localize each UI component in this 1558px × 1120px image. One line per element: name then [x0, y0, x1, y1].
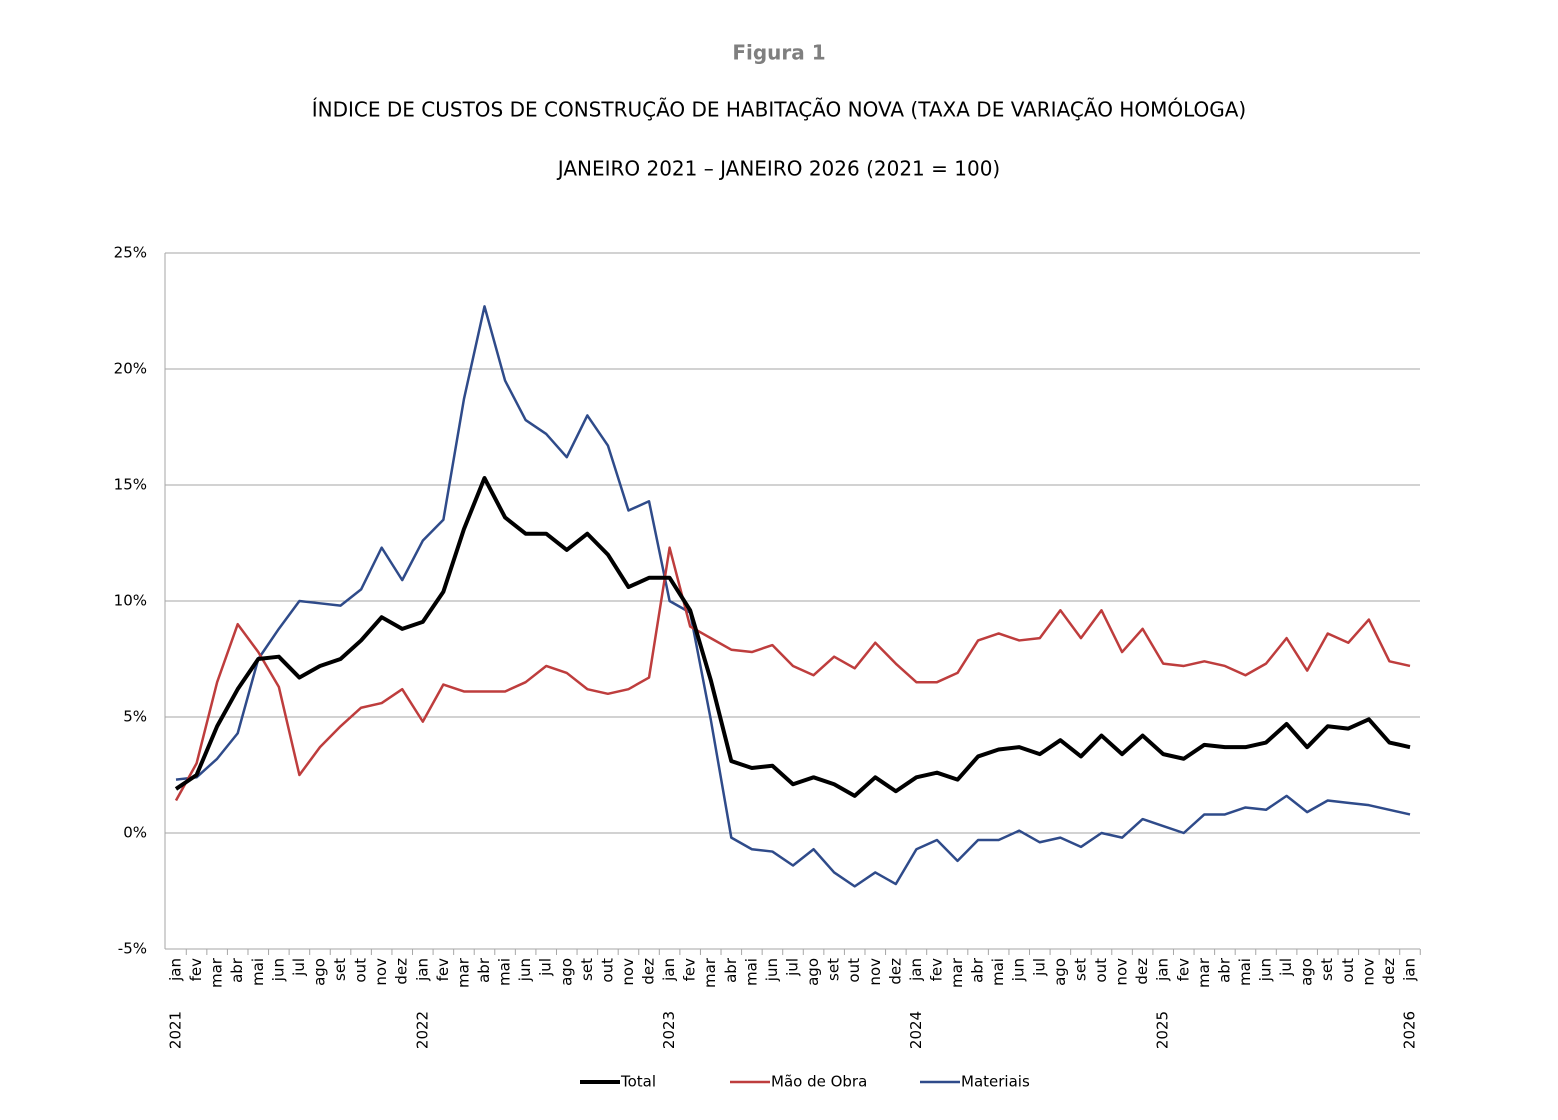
x-tick-label: nov [372, 958, 390, 986]
x-tick-label: dez [1133, 958, 1151, 985]
x-tick-label: out [845, 958, 863, 983]
x-tick-label: jun [1257, 958, 1275, 982]
x-tick-label: jan [413, 958, 431, 982]
x-tick-label: mar [948, 957, 966, 988]
x-tick-label: ago [1051, 958, 1069, 986]
year-label: 2023 [660, 1011, 678, 1049]
x-tick-label: out [1339, 958, 1357, 983]
x-tick-label: ago [310, 958, 328, 986]
x-tick-label: jan [907, 958, 925, 982]
x-tick-label: jun [1010, 958, 1028, 982]
y-tick-label: 25% [114, 244, 147, 262]
line-series [174, 476, 1411, 798]
legend-label: Total [620, 1073, 656, 1091]
year-label: 2025 [1154, 1011, 1172, 1049]
x-tick-label: jul [290, 958, 308, 977]
x-tick-label: dez [1380, 958, 1398, 985]
x-tick-label: out [1092, 958, 1110, 983]
x-tick-label: jul [537, 958, 555, 977]
x-tick-label: jul [1277, 958, 1295, 977]
year-label: 2026 [1401, 1011, 1419, 1049]
x-tick-label: jan [1154, 958, 1172, 982]
x-tick-label: set [825, 958, 843, 981]
x-tick-label: abr [969, 957, 987, 983]
x-tick-label: abr [1215, 957, 1233, 983]
x-tick-label: dez [886, 958, 904, 985]
figure-label: Figura 1 [732, 41, 825, 65]
x-tick-label: fev [1174, 958, 1192, 982]
x-tick-label: jun [516, 958, 534, 982]
y-tick-label: 0% [123, 824, 147, 842]
x-tick-label: set [578, 958, 596, 981]
x-tick-label: nov [619, 958, 637, 986]
x-tick-label: abr [475, 957, 493, 983]
x-tick-label: mar [208, 957, 226, 988]
x-tick-label: out [352, 958, 370, 983]
x-tick-label: mai [496, 958, 514, 986]
x-tick-label: abr [722, 957, 740, 983]
x-tick-label: jan [660, 958, 678, 982]
line-series [175, 305, 1411, 888]
x-tick-label: jun [763, 958, 781, 982]
x-tick-label: ago [557, 958, 575, 986]
x-tick-label: set [331, 958, 349, 981]
x-tick-label: set [1071, 958, 1089, 981]
x-tick-label: fev [927, 958, 945, 982]
x-tick-label: dez [640, 958, 658, 985]
x-tick-label: mar [454, 957, 472, 988]
y-tick-label: 20% [114, 360, 147, 378]
x-tick-label: abr [228, 957, 246, 983]
x-tick-label: jul [1030, 958, 1048, 977]
x-tick-label: mai [249, 958, 267, 986]
y-tick-label: 5% [123, 708, 147, 726]
y-tick-label: 15% [114, 476, 147, 494]
x-tick-label: set [1318, 958, 1336, 981]
year-label: 2024 [907, 1011, 925, 1049]
x-tick-label: jun [269, 958, 287, 982]
x-tick-label: fev [187, 958, 205, 982]
x-tick-label: ago [1298, 958, 1316, 986]
legend-label: Mão de Obra [771, 1073, 867, 1091]
legend-label: Materiais [961, 1073, 1030, 1091]
x-tick-label: mar [701, 957, 719, 988]
x-tick-label: dez [393, 958, 411, 985]
x-tick-label: nov [1359, 958, 1377, 986]
x-tick-label: mai [1236, 958, 1254, 986]
y-tick-label: -5% [118, 940, 147, 958]
x-tick-label: mai [989, 958, 1007, 986]
x-tick-label: mai [742, 958, 760, 986]
x-tick-label: ago [804, 958, 822, 986]
x-tick-label: mar [1195, 957, 1213, 988]
x-tick-label: fev [681, 958, 699, 982]
x-tick-label: jan [1401, 958, 1419, 982]
year-label: 2021 [167, 1011, 185, 1049]
x-tick-label: nov [866, 958, 884, 986]
line-series [174, 546, 1411, 802]
x-tick-label: nov [1113, 958, 1131, 986]
chart-title: ÍNDICE DE CUSTOS DE CONSTRUÇÃO DE HABITA… [312, 98, 1246, 122]
y-tick-label: 10% [114, 592, 147, 610]
x-tick-label: jan [167, 958, 185, 982]
x-tick-label: jul [784, 958, 802, 977]
x-tick-label: out [598, 958, 616, 983]
year-label: 2022 [413, 1011, 431, 1049]
chart-subtitle: JANEIRO 2021 – JANEIRO 2026 (2021 = 100) [556, 157, 1000, 181]
x-tick-label: fev [434, 958, 452, 982]
